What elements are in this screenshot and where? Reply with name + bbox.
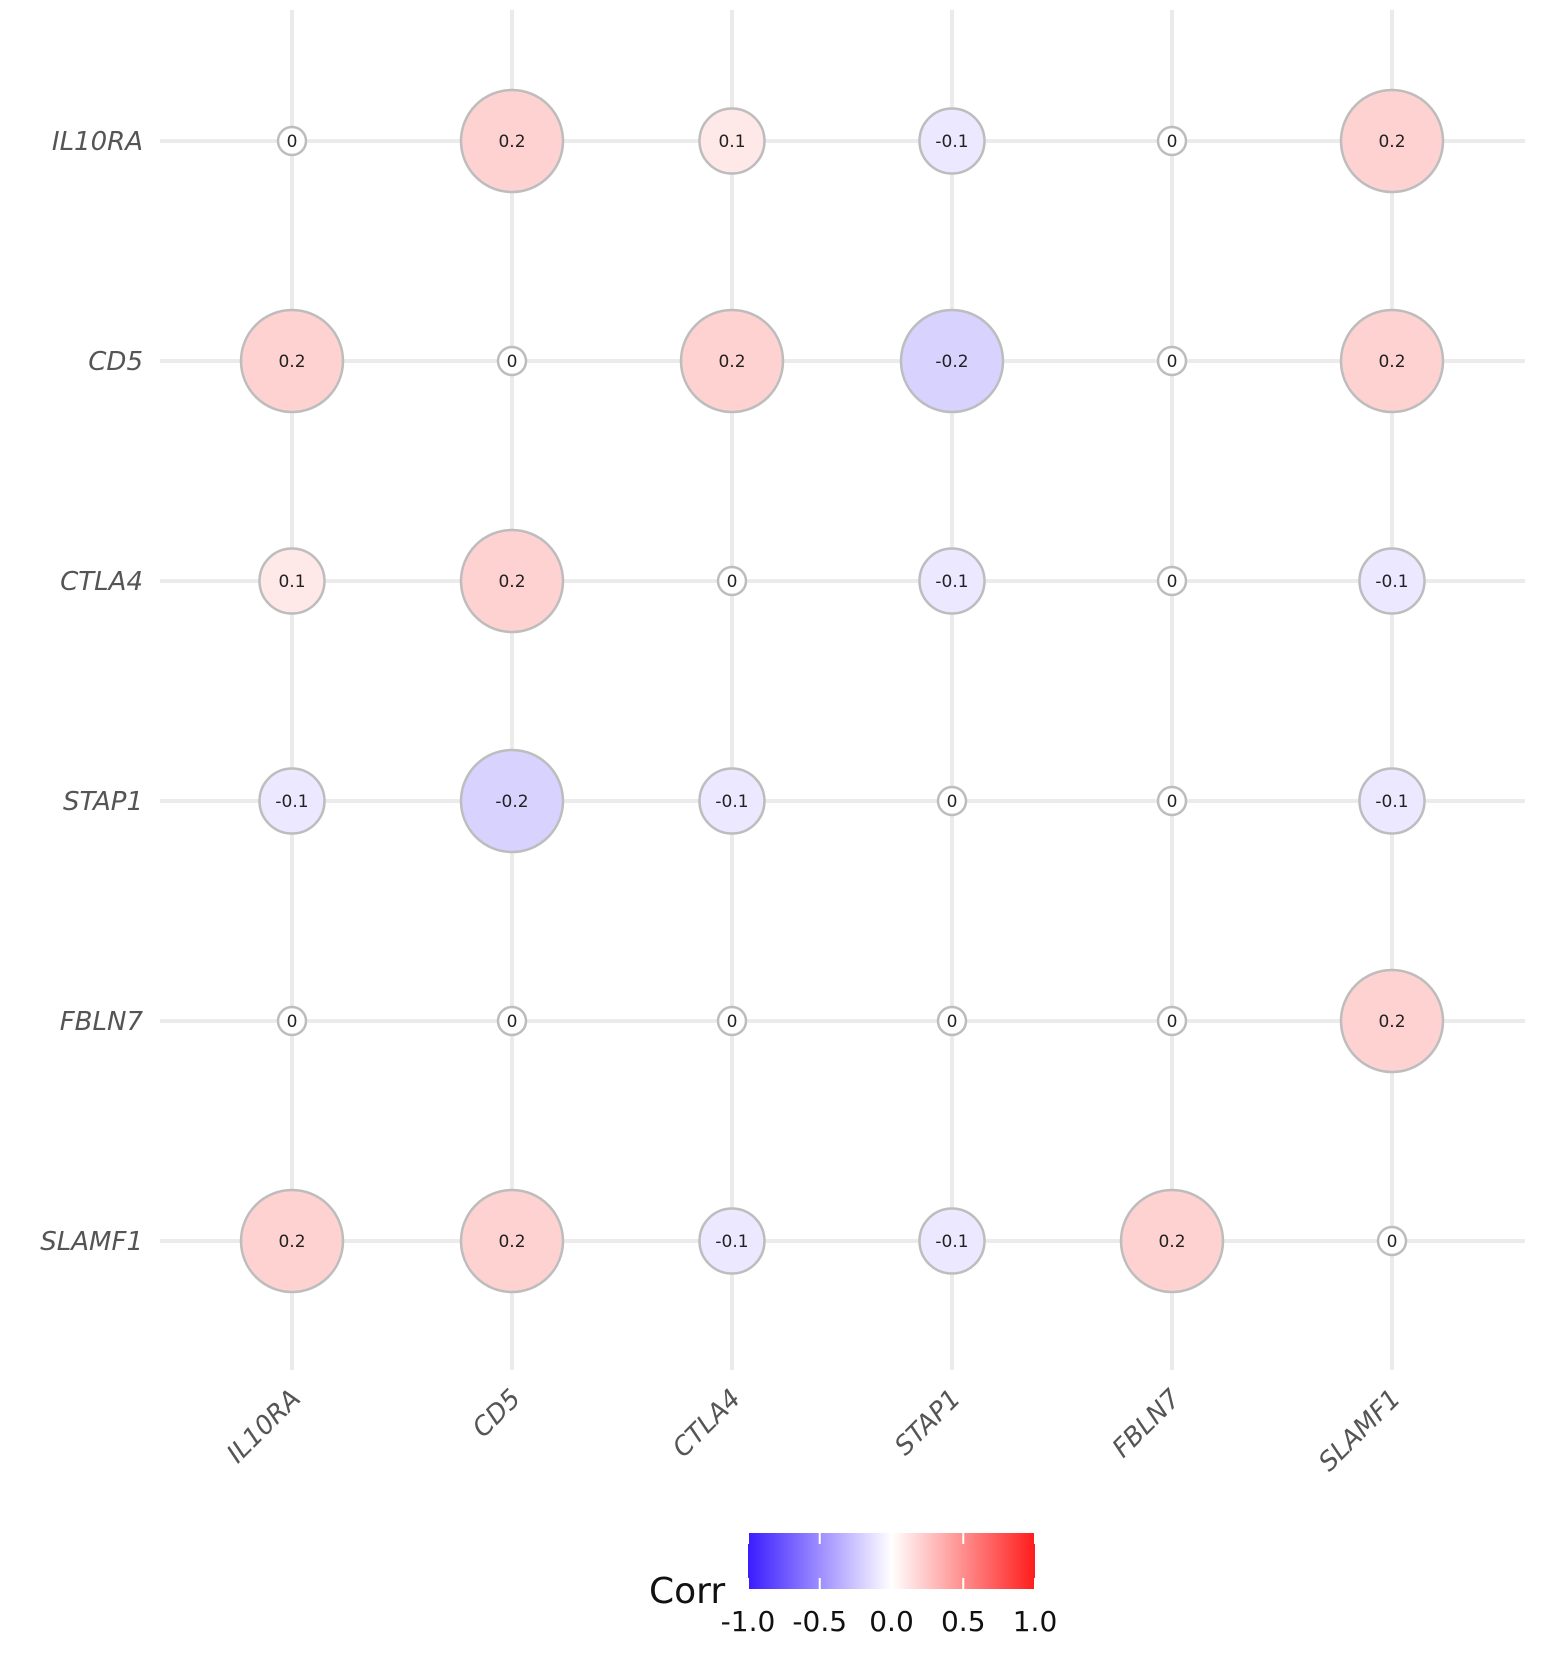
cell-circle-fbln7-slamf1: [1339, 968, 1445, 1074]
x-tick-label-slamf1: SLAMF1: [1313, 1384, 1407, 1478]
cell-label-il10ra-slamf1: 0.2: [1378, 132, 1405, 152]
y-tick-label-ctla4: CTLA4: [60, 567, 143, 597]
x-tick-label-ctla4: CTLA4: [667, 1384, 747, 1464]
x-tick-label-il10ra: IL10RA: [221, 1384, 307, 1470]
cell-circle-stap1-il10ra: [258, 767, 326, 835]
cell-circle-il10ra-cd5: [459, 88, 565, 194]
cell-circle-il10ra-fbln7: [1156, 125, 1188, 157]
legend-tick-label-0: -1.0: [721, 1605, 776, 1638]
cell-circle-cd5-slamf1: [1339, 308, 1445, 414]
x-tick-label-cd5: CD5: [467, 1384, 527, 1444]
legend-tick-label-3: 0.5: [941, 1605, 986, 1638]
cell-label-cd5-il10ra: 0.2: [278, 352, 305, 372]
y-tick-label-il10ra: IL10RA: [52, 127, 143, 157]
cell-label-fbln7-ctla4: 0: [727, 1012, 738, 1032]
cell-label-il10ra-stap1: -0.1: [935, 132, 968, 152]
cell-circle-stap1-ctla4: [698, 767, 766, 835]
cell-circle-il10ra-ctla4: [698, 107, 766, 175]
cell-label-fbln7-stap1: 0: [947, 1012, 958, 1032]
y-tick-label-cd5: CD5: [88, 347, 143, 377]
cell-circle-cd5-ctla4: [679, 308, 785, 414]
cell-label-fbln7-fbln7: 0: [1167, 1012, 1178, 1032]
cell-label-cd5-slamf1: 0.2: [1378, 352, 1405, 372]
legend-ticks: -1.0 -0.5 0.0 0.5 1.0: [721, 1533, 1058, 1638]
y-tick-label-stap1: STAP1: [63, 787, 143, 817]
legend-tick-label-2: 0.0: [869, 1605, 914, 1638]
cell-label-slamf1-ctla4: -0.1: [715, 1232, 748, 1252]
cell-circle-slamf1-cd5: [459, 1188, 565, 1294]
cell-circle-slamf1-slamf1: [1376, 1225, 1408, 1257]
cell-circle-slamf1-il10ra: [239, 1188, 345, 1294]
cell-label-il10ra-cd5: 0.2: [498, 132, 525, 152]
legend-title: Corr: [649, 1571, 725, 1612]
x-tick-label-stap1: STAP1: [889, 1384, 967, 1462]
cell-circle-ctla4-il10ra: [258, 547, 326, 615]
cell-circle-stap1-cd5: [459, 748, 565, 854]
cell-label-stap1-fbln7: 0: [1167, 792, 1178, 812]
cell-label-il10ra-fbln7: 0: [1167, 132, 1178, 152]
cell-label-cd5-fbln7: 0: [1167, 352, 1178, 372]
y-tick-label-slamf1: SLAMF1: [40, 1227, 143, 1257]
correlation-cells: 0 0.2 0.1 -0.1 0 0.2 0.2 0 0.2 -0.2 0 0.2 0.1 0.2 0 -0.…: [239, 88, 1445, 1294]
x-axis-ticks: IL10RA CD5 CTLA4 STAP1 FBLN7 SLAMF1: [221, 1383, 1407, 1477]
cell-label-slamf1-fbln7: 0.2: [1158, 1232, 1185, 1252]
cell-circle-il10ra-stap1: [918, 107, 986, 175]
cell-label-stap1-cd5: -0.2: [495, 792, 528, 812]
cell-label-cd5-stap1: -0.2: [935, 352, 968, 372]
cell-label-ctla4-stap1: -0.1: [935, 572, 968, 592]
cell-circle-slamf1-stap1: [918, 1207, 986, 1275]
cell-label-stap1-stap1: 0: [947, 792, 958, 812]
y-tick-label-fbln7: FBLN7: [60, 1007, 144, 1037]
cell-circle-slamf1-fbln7: [1119, 1188, 1225, 1294]
cell-label-slamf1-slamf1: 0: [1387, 1232, 1398, 1252]
cell-label-cd5-cd5: 0: [507, 352, 518, 372]
cell-circle-cd5-il10ra: [239, 308, 345, 414]
cell-label-slamf1-stap1: -0.1: [935, 1232, 968, 1252]
cell-circle-ctla4-ctla4: [716, 565, 748, 597]
cell-label-ctla4-fbln7: 0: [1167, 572, 1178, 592]
cell-label-fbln7-cd5: 0: [507, 1012, 518, 1032]
cell-circle-ctla4-cd5: [459, 528, 565, 634]
cell-label-stap1-slamf1: -0.1: [1375, 792, 1408, 812]
cell-label-il10ra-ctla4: 0.1: [718, 132, 745, 152]
x-tick-label-fbln7: FBLN7: [1107, 1383, 1187, 1463]
cell-label-il10ra-il10ra: 0: [287, 132, 298, 152]
cell-circle-cd5-fbln7: [1156, 345, 1188, 377]
cell-circle-ctla4-stap1: [918, 547, 986, 615]
cell-label-slamf1-il10ra: 0.2: [278, 1232, 305, 1252]
cell-circle-cd5-stap1: [899, 308, 1005, 414]
cell-label-fbln7-il10ra: 0: [287, 1012, 298, 1032]
color-legend: Corr -1.0 -0.5 0.0 0.5 1.0: [649, 1533, 1057, 1638]
cell-label-slamf1-cd5: 0.2: [498, 1232, 525, 1252]
cell-label-cd5-ctla4: 0.2: [718, 352, 745, 372]
cell-label-fbln7-slamf1: 0.2: [1378, 1012, 1405, 1032]
cell-circle-il10ra-slamf1: [1339, 88, 1445, 194]
cell-label-ctla4-cd5: 0.2: [498, 572, 525, 592]
grid-lines: [160, 10, 1525, 1370]
y-axis-ticks: IL10RA CD5 CTLA4 STAP1 FBLN7 SLAMF1: [40, 127, 143, 1257]
cell-circle-fbln7-stap1: [936, 1005, 968, 1037]
cell-label-ctla4-slamf1: -0.1: [1375, 572, 1408, 592]
cell-circle-il10ra-il10ra: [276, 125, 308, 157]
cell-circle-slamf1-ctla4: [698, 1207, 766, 1275]
cell-circle-fbln7-cd5: [496, 1005, 528, 1037]
cell-circle-cd5-cd5: [496, 345, 528, 377]
cell-circle-stap1-slamf1: [1358, 767, 1426, 835]
cell-circle-ctla4-slamf1: [1358, 547, 1426, 615]
cell-label-stap1-ctla4: -0.1: [715, 792, 748, 812]
cell-label-ctla4-ctla4: 0: [727, 572, 738, 592]
cell-circle-fbln7-ctla4: [716, 1005, 748, 1037]
legend-tick-label-1: -0.5: [792, 1605, 847, 1638]
legend-tick-label-4: 1.0: [1013, 1605, 1058, 1638]
cell-label-stap1-il10ra: -0.1: [275, 792, 308, 812]
cell-circle-ctla4-fbln7: [1156, 565, 1188, 597]
cell-circle-fbln7-fbln7: [1156, 1005, 1188, 1037]
cell-circle-stap1-stap1: [936, 785, 968, 817]
cell-circle-fbln7-il10ra: [276, 1005, 308, 1037]
cell-circle-stap1-fbln7: [1156, 785, 1188, 817]
cell-label-ctla4-il10ra: 0.1: [278, 572, 305, 592]
